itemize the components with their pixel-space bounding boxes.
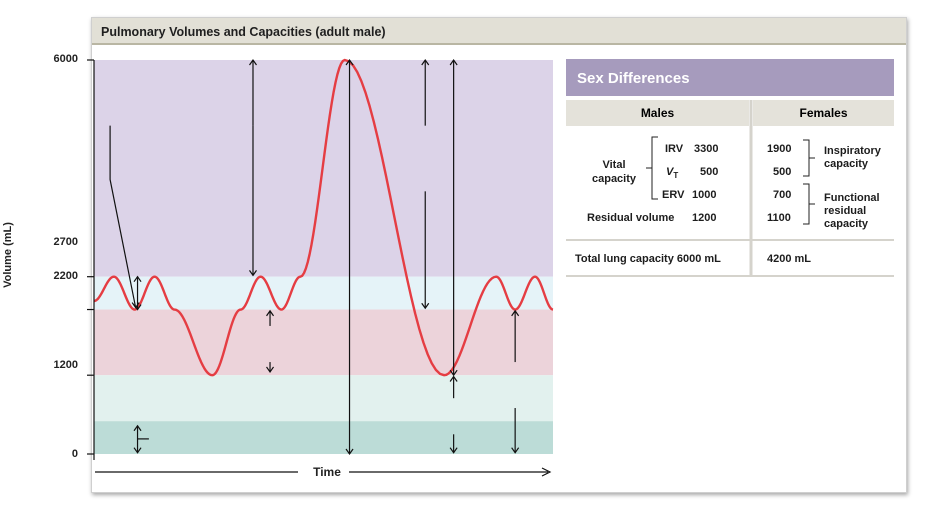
- vt-female-value: 500: [773, 166, 792, 178]
- total-lung-capacity-female: 4200 mL: [767, 253, 812, 265]
- volume-band-2: [94, 309, 553, 376]
- y-tick-0: 0: [71, 448, 78, 460]
- y-tick-1200: 1200: [53, 359, 78, 371]
- vital-capacity-label: Vital capacity: [591, 159, 637, 185]
- indicator-arrowhead-down-8: [421, 302, 430, 310]
- irv-female-value: 1900: [767, 143, 792, 155]
- curve-pointer-arrowhead: [131, 302, 140, 309]
- inspiratory-capacity-label: Inspiratory capacity: [824, 145, 881, 170]
- volume-band-3: [94, 375, 553, 422]
- functional-residual-capacity-label: Functional residual capacity: [824, 192, 880, 230]
- erv-label: ERV: [662, 189, 685, 201]
- indicator-arrowhead-up-0: [133, 275, 142, 283]
- erv-female-value: 700: [773, 189, 792, 201]
- y-tick-2200: 2200: [53, 270, 78, 282]
- volume-band-1: [94, 276, 553, 310]
- time-axis-arrowhead: [541, 467, 552, 477]
- indicator-arrowhead-up-10: [449, 375, 458, 382]
- col-header-females: Females: [753, 100, 894, 126]
- sex-differences-title: Sex Differences: [566, 59, 894, 96]
- residual-male-value: 1200: [692, 212, 717, 224]
- indicator-arrowhead-up-7: [421, 58, 430, 66]
- y-axis-label: Volume (mL): [2, 222, 14, 288]
- indicator-arrowhead-up-12: [511, 309, 520, 317]
- y-tick-6000: 6000: [53, 53, 78, 65]
- indicator-arrowhead-down-11: [449, 447, 458, 454]
- erv-male-value: 1000: [692, 189, 717, 201]
- volume-band-4: [94, 421, 553, 454]
- indicator-arrowhead-down-9: [449, 369, 458, 377]
- x-axis-label: Time: [313, 465, 341, 479]
- residual-female-value: 1100: [767, 212, 791, 224]
- indicator-arrowhead-down-6: [345, 448, 354, 456]
- indicator-arrowhead-up-6: [345, 58, 354, 66]
- volume-curve-0: [93, 58, 554, 377]
- curve-pointer-line: [109, 125, 137, 308]
- residual-volume-label: Residual volume: [587, 212, 675, 224]
- vt-male-value: 500: [700, 166, 719, 178]
- indicator-arrowhead-down-13: [511, 447, 520, 454]
- indicator-arrowhead-up-9: [449, 58, 458, 66]
- indicator-arrowhead-up-1: [133, 424, 142, 432]
- indicator-arrowhead-up-3: [249, 58, 257, 66]
- indicator-arrowhead-up-4: [266, 309, 275, 317]
- col-header-males: Males: [566, 100, 749, 126]
- irv-male-value: 3300: [694, 143, 719, 155]
- total-lung-capacity-male: Total lung capacity 6000 mL: [575, 253, 721, 265]
- indicator-arrowhead-down-5: [266, 366, 275, 373]
- figure-title: Pulmonary Volumes and Capacities (adult …: [92, 18, 906, 45]
- indicator-arrowhead-down-1: [133, 447, 142, 454]
- indicator-arrowhead-down-2: [249, 270, 257, 277]
- vt-label: VT: [666, 166, 679, 181]
- y-tick-2700: 2700: [53, 236, 78, 248]
- irv-label: IRV: [665, 143, 684, 155]
